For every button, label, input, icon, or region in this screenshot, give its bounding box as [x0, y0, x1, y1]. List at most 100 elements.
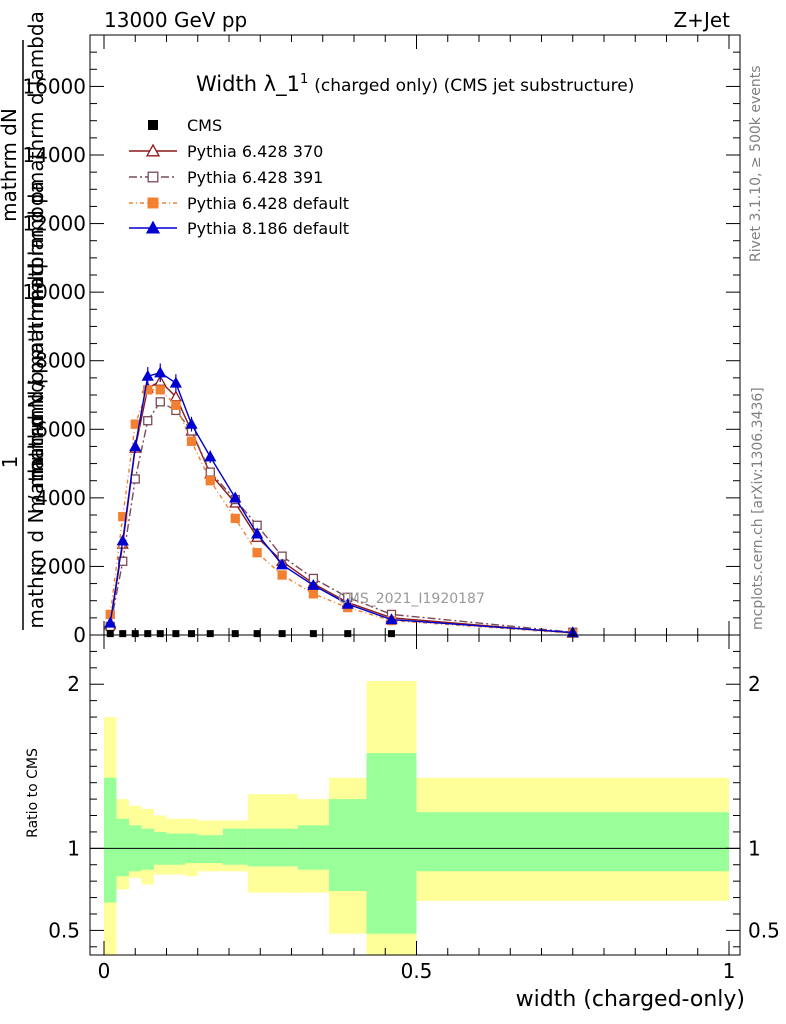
cms-point [156, 630, 164, 638]
ylabel-numerator: 1 [0, 456, 22, 469]
legend-marker-3 [145, 220, 161, 234]
series-point-2 [252, 548, 262, 558]
cms-point [119, 630, 127, 638]
series-point-2 [186, 436, 197, 446]
legend: CMS Pythia 6.428 370 Pythia 6.428 391 Pythi… [129, 116, 349, 238]
cms-point [253, 630, 261, 638]
y-tick-label: 12000 [22, 212, 86, 236]
series-point-3 [104, 616, 117, 628]
ratio-band-inner [329, 799, 367, 891]
legend-marker-1 [147, 171, 159, 183]
ratio-band-inner [141, 828, 154, 870]
y-tick-label: 8000 [35, 349, 86, 373]
ylabel-over-b: mathrm d pmathrm d lambda [24, 11, 48, 309]
y-tick-label: 6000 [35, 417, 86, 441]
y-tick-label: 10000 [22, 280, 86, 304]
x-tick-label: 0 [98, 959, 111, 983]
ylabel-overlap-c: mathrm d pmathrm d lambda [24, 181, 48, 479]
cms-point [188, 630, 195, 638]
title-superscript: 1 [300, 72, 308, 87]
series-point-1 [205, 467, 215, 477]
series-point-3 [229, 491, 242, 503]
ratio-band-inner [104, 777, 117, 903]
legend-label-3: Pythia 8.186 default [187, 219, 349, 238]
series-point-1 [155, 397, 165, 407]
ratio-band-inner [166, 833, 186, 865]
cms-point [106, 630, 114, 638]
ratio-y-tick-label-right: 2 [748, 672, 761, 696]
series-point-2 [171, 400, 181, 410]
y-tick-label: 14000 [22, 143, 86, 167]
ratio-band-inner [116, 818, 129, 877]
ratio-y-tick-label: 2 [67, 672, 80, 696]
series-point-3 [204, 450, 217, 462]
ratio-band-inner [416, 812, 729, 872]
legend-marker-0 [145, 143, 161, 157]
y-tick-label: 2000 [35, 554, 86, 578]
y-tick-label: 16000 [22, 74, 86, 98]
series-point-2 [205, 476, 215, 486]
series-point-3 [185, 417, 198, 429]
series-point-2 [143, 385, 153, 395]
ylabel-denominator: mathrm d N / mathrm d p [24, 371, 48, 628]
side-text-rivet: Rivet 3.1.10, ≥ 500k events [748, 65, 764, 262]
axis-tick-labels: 0 2000 4000 6000 8000 10000 12000 14000 16000 0 0.… [22, 74, 779, 983]
ratio-frame [89, 634, 741, 956]
ylabel-overlap-d: mathrm d N / mathrm d p [24, 256, 48, 513]
series-point-1 [118, 556, 128, 566]
cms-point [231, 630, 239, 638]
legend-label-1: Pythia 6.428 391 [187, 168, 323, 187]
series-point-3 [276, 558, 289, 570]
series-point-2 [230, 513, 240, 524]
cms-points-group [106, 630, 395, 638]
x-tick-label: 0.5 [401, 959, 433, 983]
ratio-y-tick-label: 0.5 [48, 918, 80, 942]
legend-label-cms: CMS [187, 116, 222, 135]
title-subtitle: (charged only) (CMS jet substructure) [314, 76, 634, 96]
series-point-3 [129, 440, 142, 452]
series-point-2 [155, 385, 165, 395]
series-point-2 [277, 570, 287, 580]
cms-point [344, 630, 352, 638]
legend-label-2: Pythia 6.428 default [187, 194, 349, 213]
series-point-3 [154, 366, 167, 378]
ratio-ylabel: Ratio to CMS [25, 748, 41, 838]
cms-point [172, 630, 180, 638]
ratio-band-inner [266, 828, 298, 867]
main-series-group [104, 363, 579, 638]
ratio-band-inner [197, 835, 223, 864]
side-text-mcplots: mcplots.cern.ch [arXiv:1306.3436] [750, 387, 766, 630]
ratio-band-inner [247, 828, 267, 867]
series-point-3 [116, 534, 129, 546]
series-point-3 [307, 578, 320, 590]
cms-point [309, 630, 317, 638]
legend-marker-cms [148, 120, 158, 130]
series-point-1 [130, 474, 140, 484]
ratio-y-tick-label-right: 1 [748, 836, 761, 860]
title-main: Width λ_1 [196, 72, 300, 97]
x-tick-label: 1 [723, 959, 736, 983]
ylabel-over-a: mathrm dN [0, 108, 21, 222]
series-point-3 [141, 369, 154, 381]
series-point-2 [308, 589, 319, 599]
ratio-band-inner [366, 753, 417, 934]
ratio-y-tick-label-right: 0.5 [748, 918, 780, 942]
header-right: Z+Jet [673, 8, 730, 32]
series-point-2 [118, 512, 128, 522]
legend-marker-2 [147, 197, 159, 209]
ratio-bands [104, 680, 729, 955]
analysis-watermark: CMS_2021_I1920187 [338, 591, 485, 607]
x-axis-label: width (charged-only) [516, 987, 745, 1012]
series-point-3 [169, 376, 182, 388]
axis-ticks [90, 35, 740, 955]
series-point-1 [143, 416, 153, 426]
series-point-3 [251, 527, 264, 539]
y-tick-label: 4000 [35, 486, 86, 510]
ratio-y-tick-label: 1 [67, 836, 80, 860]
header-left: 13000 GeV pp [104, 8, 247, 32]
cms-point [206, 630, 214, 638]
series-point-3 [385, 613, 398, 625]
y-tick-label: 0 [73, 623, 86, 647]
cms-point [278, 630, 286, 638]
